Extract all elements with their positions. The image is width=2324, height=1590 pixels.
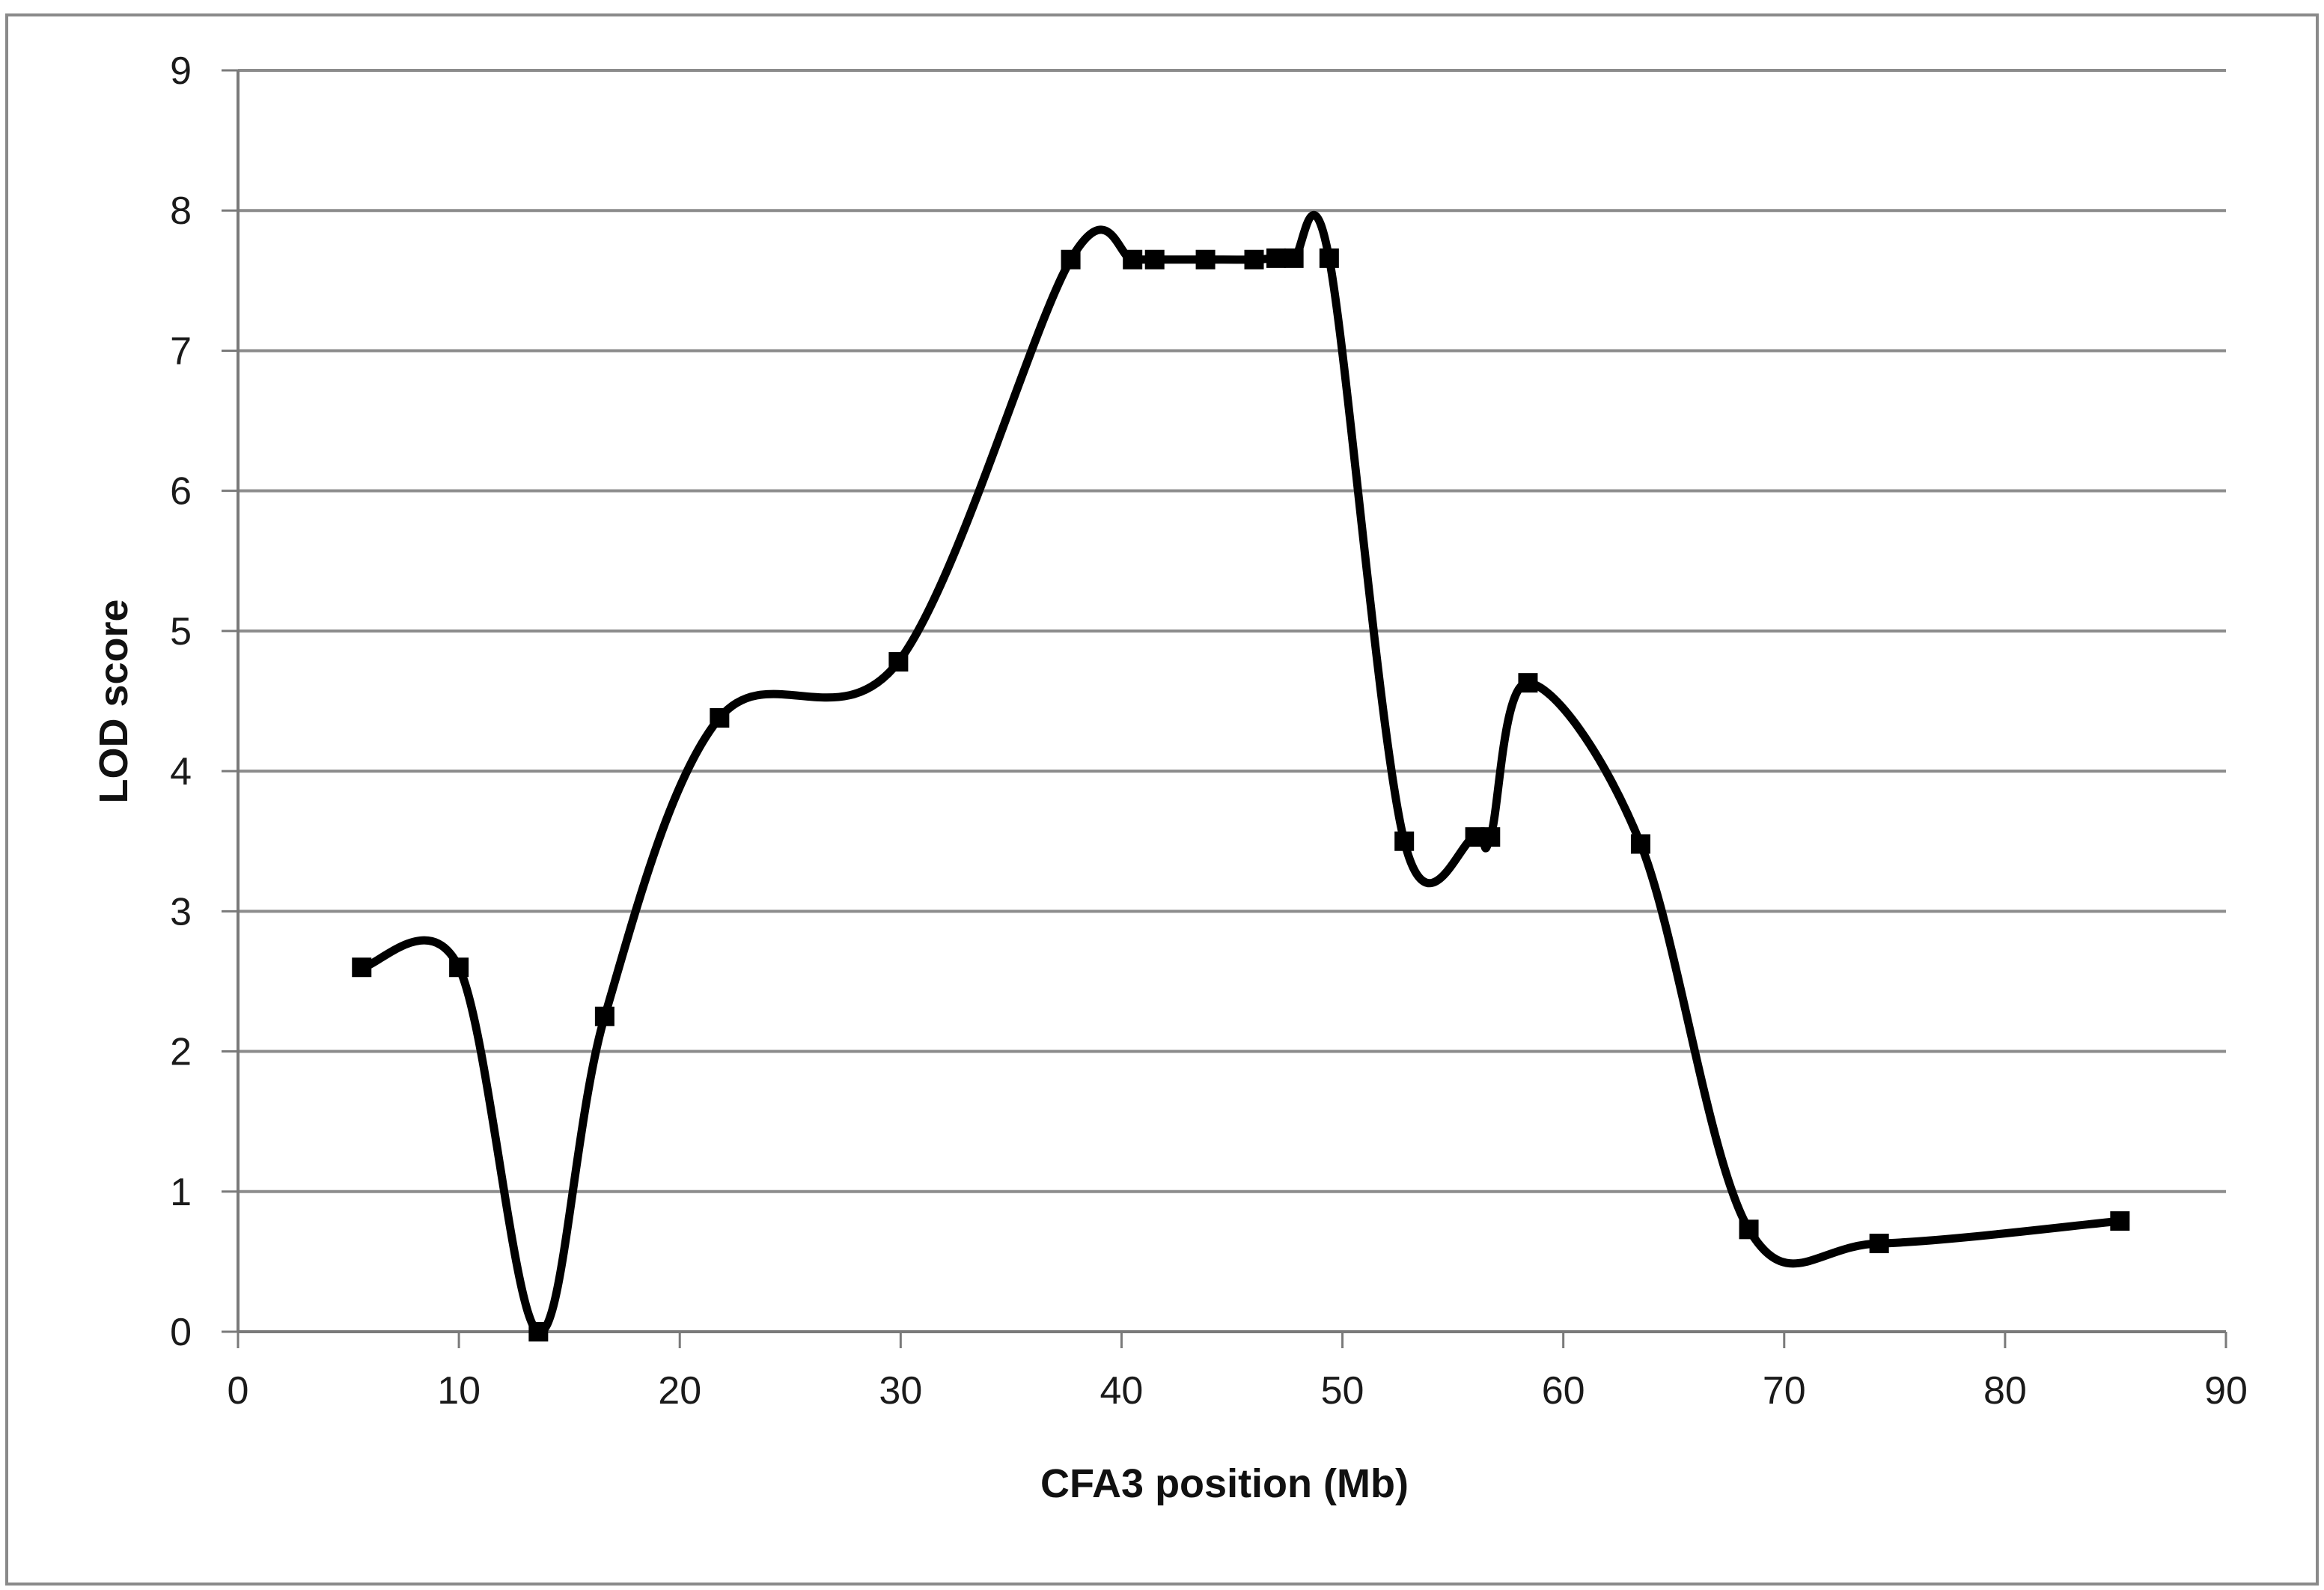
- data-point-marker-2: [528, 1322, 549, 1341]
- x-tick-label: 0: [228, 1369, 249, 1413]
- axis-titles: CFA3 position (Mb) LOD score: [91, 599, 1409, 1506]
- data-point-marker-21: [2110, 1211, 2130, 1231]
- data-point-marker-19: [1739, 1219, 1759, 1240]
- outer-border: [5, 13, 2319, 1586]
- data-point-marker-0: [352, 957, 372, 978]
- y-tick-label: 4: [170, 750, 192, 794]
- x-tick-label: 60: [1542, 1369, 1585, 1413]
- axes: [222, 69, 2227, 1348]
- data-point-marker-16: [1480, 827, 1501, 847]
- data-point-marker-14: [1394, 831, 1415, 851]
- y-tick-label: 6: [170, 470, 192, 514]
- data-point-marker-4: [710, 707, 730, 728]
- y-tick-label: 1: [170, 1171, 192, 1214]
- data-point-marker-5: [888, 652, 909, 672]
- x-tick-label: 80: [1983, 1369, 2027, 1413]
- data-point-marker-11: [1266, 248, 1287, 268]
- x-tick-label: 40: [1100, 1369, 1144, 1413]
- x-tick-label: 10: [437, 1369, 481, 1413]
- data-point-marker-18: [1630, 834, 1650, 854]
- data-point-marker-3: [594, 1006, 614, 1026]
- data-point-marker-12: [1284, 248, 1304, 268]
- x-tick-label: 50: [1321, 1369, 1364, 1413]
- y-tick-label: 9: [170, 49, 192, 93]
- y-tick-label: 0: [170, 1311, 192, 1354]
- y-tick-label: 3: [170, 890, 192, 933]
- data-point-marker-20: [1869, 1234, 1889, 1254]
- y-tick-label: 8: [170, 189, 192, 233]
- data-point-marker-17: [1518, 673, 1538, 693]
- data-point-marker-7: [1123, 249, 1143, 269]
- x-tick-label: 20: [658, 1369, 701, 1413]
- y-tick-label: 2: [170, 1031, 192, 1074]
- x-axis-title: CFA3 position (Mb): [1040, 1461, 1409, 1506]
- data-point-marker-13: [1319, 248, 1339, 268]
- y-axis-title: LOD score: [91, 599, 136, 803]
- y-tick-label: 5: [170, 610, 192, 654]
- data-point-marker-6: [1061, 249, 1081, 269]
- data-point-marker-9: [1195, 249, 1216, 269]
- data-point-marker-10: [1244, 249, 1264, 269]
- data-point-marker-1: [449, 957, 469, 978]
- data-point-marker-8: [1144, 249, 1165, 269]
- x-tick-label: 90: [2204, 1369, 2248, 1413]
- x-tick-label: 30: [879, 1369, 922, 1413]
- series-layer: [352, 210, 2130, 1341]
- y-tick-label: 7: [170, 329, 192, 373]
- x-tick-label: 70: [1763, 1369, 1806, 1413]
